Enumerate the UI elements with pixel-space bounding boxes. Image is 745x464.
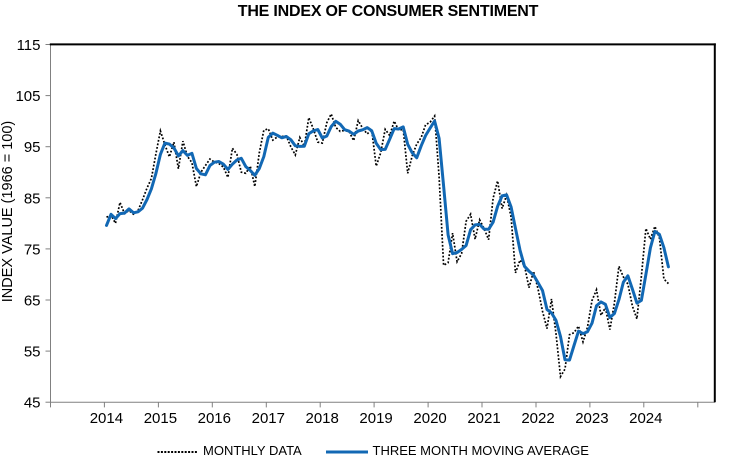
svg-text:2016: 2016 [198,410,231,427]
svg-text:2022: 2022 [521,410,554,427]
svg-text:55: 55 [24,344,41,361]
svg-text:INDEX VALUE (1966 = 100): INDEX VALUE (1966 = 100) [0,121,16,302]
svg-text:2017: 2017 [252,410,285,427]
svg-text:THREE MONTH MOVING AVERAGE: THREE MONTH MOVING AVERAGE [373,443,590,458]
svg-text:2019: 2019 [359,410,392,427]
svg-text:95: 95 [24,139,41,156]
svg-text:75: 75 [24,241,41,258]
svg-text:2021: 2021 [467,410,500,427]
svg-text:105: 105 [15,88,40,105]
svg-text:2018: 2018 [306,410,339,427]
svg-text:85: 85 [24,190,41,207]
svg-text:2015: 2015 [144,410,177,427]
svg-text:45: 45 [24,395,41,412]
svg-text:MONTHLY DATA: MONTHLY DATA [203,443,302,458]
svg-text:2014: 2014 [90,410,123,427]
svg-text:115: 115 [17,37,41,54]
svg-text:65: 65 [24,293,41,310]
svg-text:2023: 2023 [575,410,608,427]
svg-text:2020: 2020 [413,410,446,427]
svg-text:THE INDEX OF CONSUMER SENTIMEN: THE INDEX OF CONSUMER SENTIMENT [238,3,539,20]
svg-text:2024: 2024 [629,410,662,427]
